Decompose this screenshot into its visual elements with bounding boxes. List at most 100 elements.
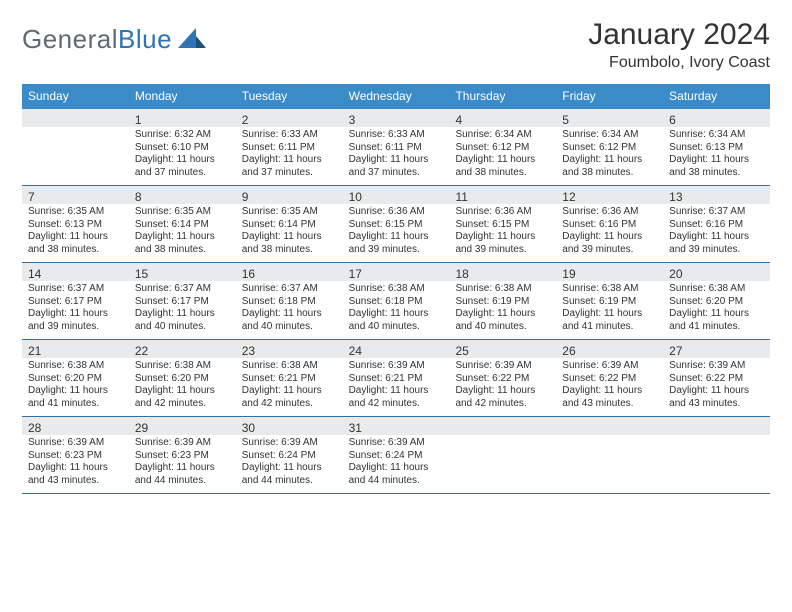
sunset-line: Sunset: 6:23 PM bbox=[135, 450, 230, 463]
sunrise-line: Sunrise: 6:39 AM bbox=[562, 360, 657, 373]
sunrise-line: Sunrise: 6:35 AM bbox=[135, 206, 230, 219]
sunrise-line: Sunrise: 6:36 AM bbox=[562, 206, 657, 219]
day-number-bar: 11 bbox=[449, 186, 556, 204]
daylight-line: Daylight: 11 hours and 42 minutes. bbox=[455, 385, 550, 410]
location-label: Foumbolo, Ivory Coast bbox=[588, 54, 770, 72]
daylight-line: Daylight: 11 hours and 41 minutes. bbox=[562, 308, 657, 333]
day-body: Sunrise: 6:34 AMSunset: 6:12 PMDaylight:… bbox=[556, 127, 663, 179]
day-number-bar: 20 bbox=[663, 263, 770, 281]
sunrise-line: Sunrise: 6:39 AM bbox=[669, 360, 764, 373]
day-body: Sunrise: 6:35 AMSunset: 6:13 PMDaylight:… bbox=[22, 204, 129, 256]
week-row: 1Sunrise: 6:32 AMSunset: 6:10 PMDaylight… bbox=[22, 109, 770, 186]
day-cell: 25Sunrise: 6:39 AMSunset: 6:22 PMDayligh… bbox=[449, 340, 556, 416]
daylight-line: Daylight: 11 hours and 38 minutes. bbox=[669, 154, 764, 179]
day-cell: 9Sunrise: 6:35 AMSunset: 6:14 PMDaylight… bbox=[236, 186, 343, 262]
day-cell: 3Sunrise: 6:33 AMSunset: 6:11 PMDaylight… bbox=[343, 109, 450, 185]
sunset-line: Sunset: 6:14 PM bbox=[135, 219, 230, 232]
day-body bbox=[556, 435, 663, 479]
week-row: 28Sunrise: 6:39 AMSunset: 6:23 PMDayligh… bbox=[22, 417, 770, 494]
day-body: Sunrise: 6:34 AMSunset: 6:12 PMDaylight:… bbox=[449, 127, 556, 179]
day-body: Sunrise: 6:37 AMSunset: 6:17 PMDaylight:… bbox=[129, 281, 236, 333]
sunset-line: Sunset: 6:14 PM bbox=[242, 219, 337, 232]
sunrise-line: Sunrise: 6:37 AM bbox=[669, 206, 764, 219]
daylight-line: Daylight: 11 hours and 39 minutes. bbox=[455, 231, 550, 256]
day-cell: 23Sunrise: 6:38 AMSunset: 6:21 PMDayligh… bbox=[236, 340, 343, 416]
sunrise-line: Sunrise: 6:39 AM bbox=[455, 360, 550, 373]
day-number: 22 bbox=[135, 344, 148, 358]
day-cell: 8Sunrise: 6:35 AMSunset: 6:14 PMDaylight… bbox=[129, 186, 236, 262]
sunrise-line: Sunrise: 6:35 AM bbox=[242, 206, 337, 219]
sunset-line: Sunset: 6:17 PM bbox=[135, 296, 230, 309]
sunset-line: Sunset: 6:11 PM bbox=[349, 142, 444, 155]
sunrise-line: Sunrise: 6:34 AM bbox=[669, 129, 764, 142]
day-number-bar: 4 bbox=[449, 109, 556, 127]
day-number-bar: 30 bbox=[236, 417, 343, 435]
day-body: Sunrise: 6:34 AMSunset: 6:13 PMDaylight:… bbox=[663, 127, 770, 179]
calendar-page: GeneralBlue January 2024 Foumbolo, Ivory… bbox=[0, 0, 792, 504]
sunset-line: Sunset: 6:24 PM bbox=[349, 450, 444, 463]
day-cell bbox=[22, 109, 129, 185]
sunrise-line: Sunrise: 6:38 AM bbox=[669, 283, 764, 296]
day-body: Sunrise: 6:39 AMSunset: 6:23 PMDaylight:… bbox=[22, 435, 129, 487]
day-cell: 17Sunrise: 6:38 AMSunset: 6:18 PMDayligh… bbox=[343, 263, 450, 339]
day-number: 21 bbox=[28, 344, 41, 358]
day-number-bar: 23 bbox=[236, 340, 343, 358]
brand-triangle-icon bbox=[178, 26, 206, 53]
day-body: Sunrise: 6:39 AMSunset: 6:22 PMDaylight:… bbox=[556, 358, 663, 410]
daylight-line: Daylight: 11 hours and 40 minutes. bbox=[135, 308, 230, 333]
sunset-line: Sunset: 6:16 PM bbox=[669, 219, 764, 232]
day-number: 18 bbox=[455, 267, 468, 281]
day-number-bar: 2 bbox=[236, 109, 343, 127]
daylight-line: Daylight: 11 hours and 39 minutes. bbox=[669, 231, 764, 256]
day-number-bar: 9 bbox=[236, 186, 343, 204]
daylight-line: Daylight: 11 hours and 38 minutes. bbox=[28, 231, 123, 256]
sunset-line: Sunset: 6:21 PM bbox=[349, 373, 444, 386]
day-number-bar: 24 bbox=[343, 340, 450, 358]
day-cell: 27Sunrise: 6:39 AMSunset: 6:22 PMDayligh… bbox=[663, 340, 770, 416]
daylight-line: Daylight: 11 hours and 37 minutes. bbox=[135, 154, 230, 179]
daylight-line: Daylight: 11 hours and 37 minutes. bbox=[349, 154, 444, 179]
sunset-line: Sunset: 6:16 PM bbox=[562, 219, 657, 232]
page-header: GeneralBlue January 2024 Foumbolo, Ivory… bbox=[22, 18, 770, 72]
sunrise-line: Sunrise: 6:39 AM bbox=[28, 437, 123, 450]
day-number-bar: 8 bbox=[129, 186, 236, 204]
sunset-line: Sunset: 6:18 PM bbox=[242, 296, 337, 309]
sunrise-line: Sunrise: 6:38 AM bbox=[562, 283, 657, 296]
daylight-line: Daylight: 11 hours and 40 minutes. bbox=[242, 308, 337, 333]
brand-logo: GeneralBlue bbox=[22, 24, 206, 55]
daylight-line: Daylight: 11 hours and 42 minutes. bbox=[242, 385, 337, 410]
day-cell: 14Sunrise: 6:37 AMSunset: 6:17 PMDayligh… bbox=[22, 263, 129, 339]
day-number: 12 bbox=[562, 190, 575, 204]
day-number-bar bbox=[449, 417, 556, 435]
sunset-line: Sunset: 6:13 PM bbox=[669, 142, 764, 155]
day-number-bar: 16 bbox=[236, 263, 343, 281]
week-row: 21Sunrise: 6:38 AMSunset: 6:20 PMDayligh… bbox=[22, 340, 770, 417]
sunrise-line: Sunrise: 6:39 AM bbox=[349, 437, 444, 450]
sunset-line: Sunset: 6:15 PM bbox=[455, 219, 550, 232]
brand-part-2: Blue bbox=[118, 24, 172, 54]
day-number-bar bbox=[663, 417, 770, 435]
daylight-line: Daylight: 11 hours and 38 minutes. bbox=[455, 154, 550, 179]
day-body: Sunrise: 6:36 AMSunset: 6:15 PMDaylight:… bbox=[449, 204, 556, 256]
weekday-header: Sunday bbox=[22, 84, 129, 109]
sunrise-line: Sunrise: 6:38 AM bbox=[135, 360, 230, 373]
day-number-bar: 22 bbox=[129, 340, 236, 358]
day-number: 28 bbox=[28, 421, 41, 435]
day-body: Sunrise: 6:36 AMSunset: 6:15 PMDaylight:… bbox=[343, 204, 450, 256]
day-body bbox=[449, 435, 556, 479]
day-body bbox=[22, 127, 129, 171]
day-body: Sunrise: 6:39 AMSunset: 6:24 PMDaylight:… bbox=[236, 435, 343, 487]
day-body: Sunrise: 6:35 AMSunset: 6:14 PMDaylight:… bbox=[236, 204, 343, 256]
day-number-bar: 29 bbox=[129, 417, 236, 435]
day-cell: 4Sunrise: 6:34 AMSunset: 6:12 PMDaylight… bbox=[449, 109, 556, 185]
daylight-line: Daylight: 11 hours and 42 minutes. bbox=[135, 385, 230, 410]
day-cell: 29Sunrise: 6:39 AMSunset: 6:23 PMDayligh… bbox=[129, 417, 236, 493]
day-body: Sunrise: 6:37 AMSunset: 6:16 PMDaylight:… bbox=[663, 204, 770, 256]
day-number: 27 bbox=[669, 344, 682, 358]
daylight-line: Daylight: 11 hours and 39 minutes. bbox=[562, 231, 657, 256]
day-number-bar: 31 bbox=[343, 417, 450, 435]
weekday-header: Saturday bbox=[663, 84, 770, 109]
day-body: Sunrise: 6:33 AMSunset: 6:11 PMDaylight:… bbox=[236, 127, 343, 179]
day-number: 17 bbox=[349, 267, 362, 281]
sunset-line: Sunset: 6:13 PM bbox=[28, 219, 123, 232]
